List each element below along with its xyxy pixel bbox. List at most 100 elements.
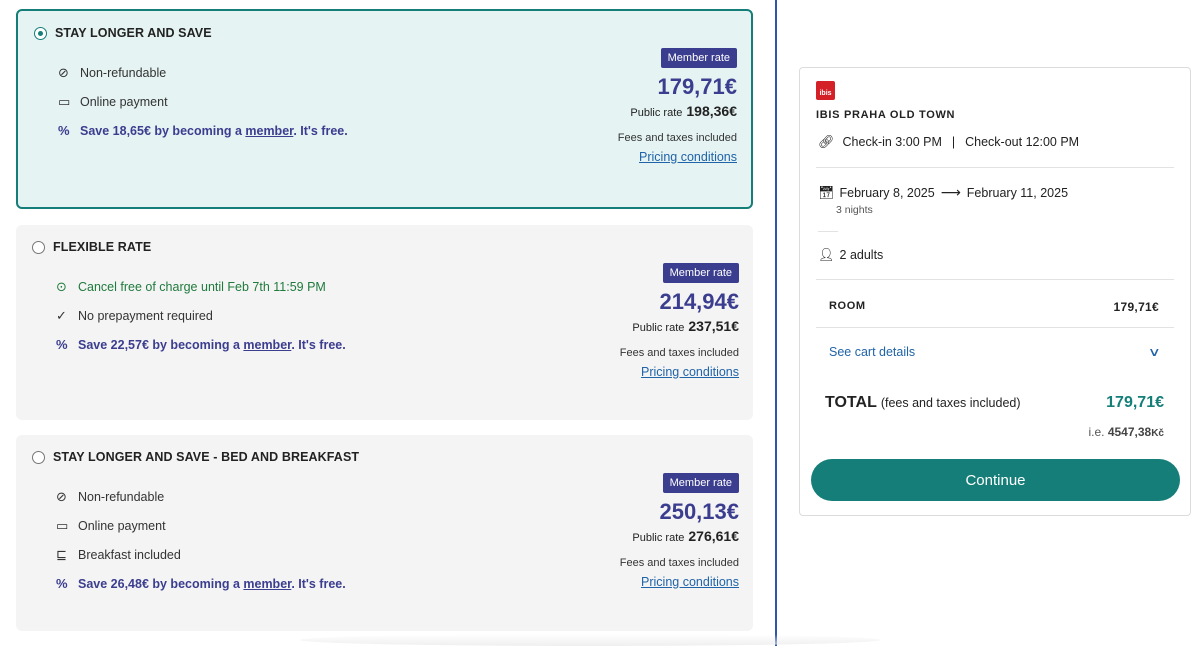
member-saving-text: Save 22,57€ by becoming a member. It's f… [78,337,346,352]
percent-icon: % [56,576,68,591]
room-price: 179,71€ [1113,300,1159,314]
continue-button[interactable]: Continue [811,459,1180,501]
checkin-time: Check-in 3:00 PM [842,135,942,149]
check-icon: ✓ [56,307,67,323]
fees-note: Fees and taxes included [617,132,737,144]
rate-radio[interactable] [32,451,45,464]
pricing-conditions-link[interactable]: Pricing conditions [639,150,737,164]
feature-text: Breakfast included [78,547,181,562]
feature-text: Non-refundable [78,489,165,504]
member-saving-text: Save 26,48€ by becoming a member. It's f… [78,576,346,591]
public-rate-row: Public rate 237,51€ [632,318,739,334]
pricing-conditions-link[interactable]: Pricing conditions [641,575,739,589]
public-rate-row: Public rate 198,36€ [630,103,737,119]
member-link[interactable]: member [245,123,294,138]
column-divider [775,0,777,646]
nights-count: 3 nights [836,204,873,216]
calendar-icon: 📅︎ [818,184,835,200]
member-rate-badge: Member rate [662,263,739,283]
feature-non-refundable: ⊘ Non-refundable [56,482,346,511]
hotel-name: IBIS PRAHA OLD TOWN [816,109,956,121]
rate-radio[interactable] [32,241,45,254]
check-circle-icon: ⊙ [56,278,67,294]
rate-radio-selected[interactable] [34,27,47,40]
rate-title: FLEXIBLE RATE [53,240,152,254]
chevron-down-icon[interactable]: ∨ [1148,345,1162,359]
member-rate-badge: Member rate [660,48,737,68]
public-price: 198,36€ [686,103,737,119]
non-refundable-icon: ⊘ [56,488,67,504]
feature-text: Non-refundable [80,65,167,80]
rate-features: ⊘ Non-refundable ▭ Online payment ⊑ Brea… [56,482,346,598]
separator: | [951,135,956,149]
feature-no-prepayment: ✓ No prepayment required [56,301,346,330]
feature-text: Online payment [78,518,166,533]
total-price: 179,71€ [1106,394,1164,411]
link-icon: 🔗︎ [818,134,835,149]
total-row: TOTAL (fees and taxes included) 179,71€ [825,394,1164,412]
person-icon: 👤︎ [818,247,835,262]
converted-currency: Kč [1151,428,1164,439]
rate-card-stay-longer[interactable]: STAY LONGER AND SAVE ⊘ Non-refundable ▭ … [16,9,753,209]
breakfast-icon: ⊑ [56,546,67,562]
divider [816,327,1174,328]
rate-title: STAY LONGER AND SAVE [55,26,212,40]
feature-breakfast: ⊑ Breakfast included [56,540,346,569]
rate-card-bed-and-breakfast[interactable]: STAY LONGER AND SAVE - BED AND BREAKFAST… [16,435,753,631]
member-price: 179,71€ [657,74,737,99]
guest-count: 2 adults [839,248,884,262]
guests: 👤︎ 2 adults [818,247,883,263]
rate-title: STAY LONGER AND SAVE - BED AND BREAKFAST [53,450,360,464]
divider [816,167,1174,168]
member-price: 214,94€ [659,289,739,314]
fees-note: Fees and taxes included [619,557,739,569]
date-from: February 8, 2025 [839,185,935,200]
divider [816,279,1174,280]
feature-online-payment: ▭ Online payment [56,511,346,540]
member-price: 250,13€ [659,499,739,524]
feature-member-saving: % Save 18,65€ by becoming a member. It's… [58,116,348,145]
total-sublabel: (fees and taxes included) [880,396,1021,410]
rate-card-flexible[interactable]: FLEXIBLE RATE ⊙ Cancel free of charge un… [16,225,753,420]
feature-text: No prepayment required [78,308,213,323]
percent-icon: % [56,337,68,352]
room-line: ROOM 179,71€ [829,300,1159,314]
non-refundable-icon: ⊘ [58,64,69,80]
pricing-conditions-link[interactable]: Pricing conditions [641,365,739,379]
price-column: Member rate 214,94€ Public rate 237,51€ F… [620,263,739,381]
card-icon: ▭ [58,93,71,109]
cart-details-toggle[interactable]: See cart details ∨ [829,345,1162,359]
fees-note: Fees and taxes included [619,347,739,359]
date-to: February 11, 2025 [966,185,1069,200]
rate-features: ⊙ Cancel free of charge until Feb 7th 11… [56,272,346,359]
feature-online-payment: ▭ Online payment [58,87,348,116]
booking-summary-panel: ibis IBIS PRAHA OLD TOWN 🔗︎ Check-in 3:0… [799,67,1191,516]
member-link[interactable]: member [243,576,292,591]
arrow-right-icon: ⟶ [940,184,961,200]
public-rate-row: Public rate 276,61€ [632,528,739,544]
feature-non-refundable: ⊘ Non-refundable [58,58,348,87]
feature-member-saving: % Save 22,57€ by becoming a member. It's… [56,330,346,359]
feature-member-saving: % Save 26,48€ by becoming a member. It's… [56,569,346,598]
member-link[interactable]: member [243,337,292,352]
stay-dates: 📅︎ February 8, 2025 ⟶ February 11, 2025 [818,184,1068,201]
feature-free-cancellation: ⊙ Cancel free of charge until Feb 7th 11… [56,272,346,301]
converted-value: 4547,38 [1107,425,1152,439]
feature-text: Online payment [80,94,168,109]
member-saving-text: Save 18,65€ by becoming a member. It's f… [80,123,348,138]
total-label: TOTAL [825,394,877,411]
divider-short [818,231,838,232]
price-column: Member rate 179,71€ Public rate 198,36€ F… [618,48,737,166]
feature-text: Cancel free of charge until Feb 7th 11:5… [78,279,326,294]
public-price: 276,61€ [688,528,739,544]
checkout-time: Check-out 12:00 PM [965,135,1080,149]
member-rate-badge: Member rate [662,473,739,493]
percent-icon: % [58,123,70,138]
rate-features: ⊘ Non-refundable ▭ Online payment % Save… [58,58,348,145]
room-label: ROOM [829,300,866,312]
converted-price: i.e. 4547,38Kč [1088,425,1164,439]
hotel-logo: ibis [816,81,835,100]
card-icon: ▭ [56,517,69,533]
checkin-checkout: 🔗︎ Check-in 3:00 PM | Check-out 12:00 PM [818,134,1079,150]
cart-details-link[interactable]: See cart details [829,345,916,359]
